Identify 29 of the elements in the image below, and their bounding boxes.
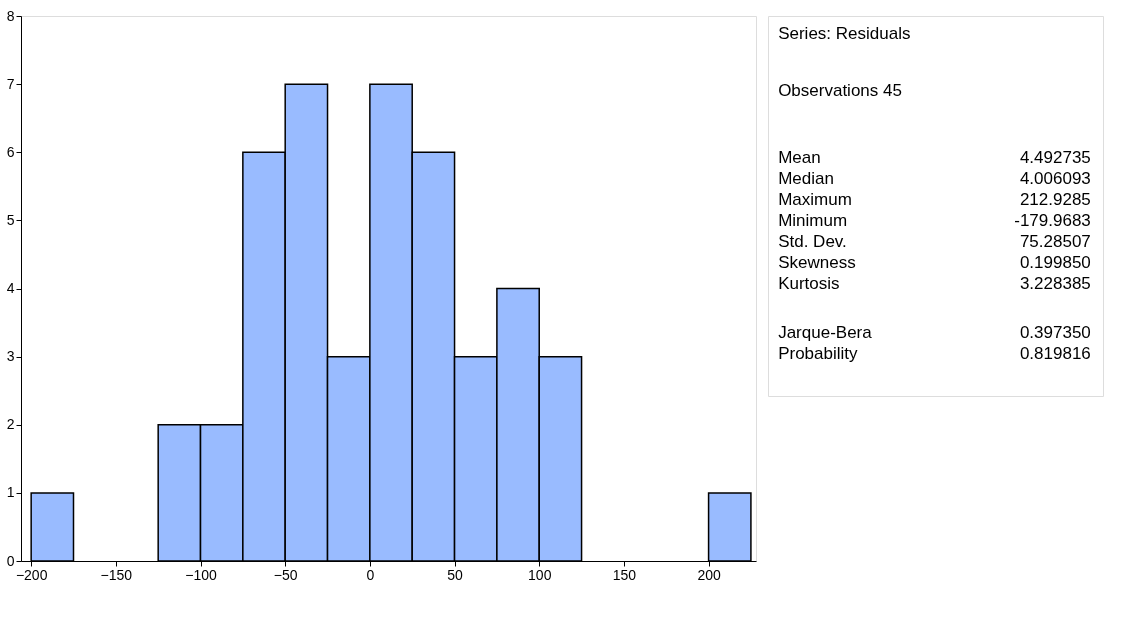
text: Observations 45 [778,81,902,100]
text: Kurtosis 3.228385 [778,274,1091,293]
y-tick-label: 3 [6,348,15,365]
y-tick-label: 0 [6,552,15,569]
text: Minimum -179.9683 [778,211,1091,230]
x-tick-label: 150 [612,566,637,583]
text: Skewness 0.199850 [778,253,1091,272]
y-tick-label: 4 [6,280,15,296]
text: Std. Dev. 75.28507 [778,232,1091,251]
y-tick-label: 7 [6,75,15,92]
x-tick-label: 50 [447,566,464,583]
x-tick-label: 0 [366,566,375,583]
y-tick-label: 1 [6,484,15,501]
text: Jarque-Bera 0.397350 [778,323,1091,342]
x-tick-label: −50 [273,566,298,583]
text: Probability 0.819816 [778,344,1091,363]
y-tick-label: 8 [6,7,15,24]
text: Series: Residuals [778,24,911,43]
y-tick-label: 2 [6,416,15,433]
text: Mean 4.492735 [778,148,1091,167]
x-tick-label: 100 [528,566,552,583]
y-tick-label: 6 [6,143,15,160]
x-tick-label: 200 [697,566,721,583]
text: Maximum 212.9285 [778,190,1091,209]
x-tick-label: −200 [15,566,48,583]
x-tick-label: −100 [185,566,217,583]
y-tick-label: 5 [6,211,15,228]
text: Median 4.006093 [778,169,1091,188]
x-tick-label: −150 [100,566,133,583]
